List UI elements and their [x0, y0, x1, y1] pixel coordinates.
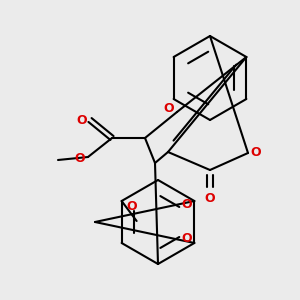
Text: O: O	[75, 152, 85, 166]
Text: O: O	[126, 200, 137, 212]
Text: O: O	[181, 199, 192, 212]
Text: O: O	[77, 113, 87, 127]
Text: O: O	[251, 146, 261, 160]
Text: O: O	[181, 232, 192, 245]
Text: O: O	[205, 191, 215, 205]
Text: O: O	[164, 103, 174, 116]
